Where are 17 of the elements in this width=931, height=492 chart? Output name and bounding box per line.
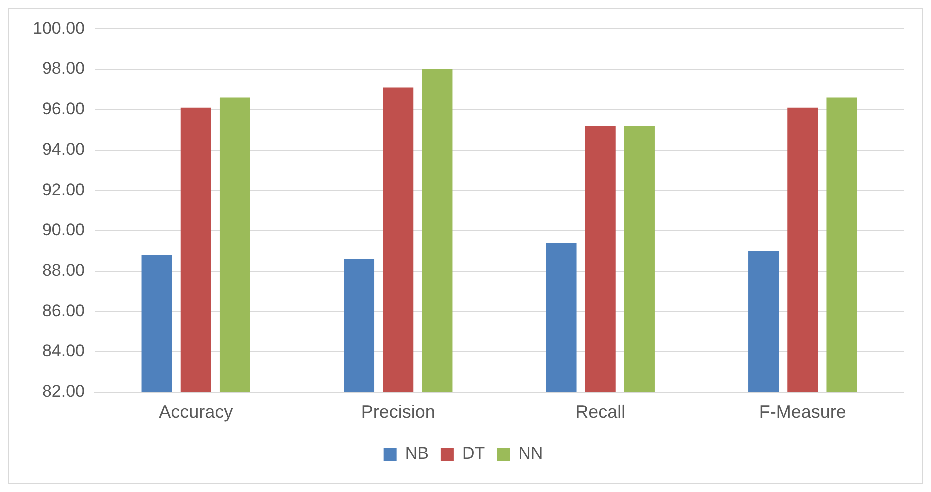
x-tick-label: Accuracy [159, 402, 234, 422]
y-tick-label: 82.00 [42, 382, 85, 402]
x-tick-label: Precision [361, 402, 436, 422]
y-tick-label: 84.00 [42, 342, 85, 361]
y-tick-label: 96.00 [42, 100, 85, 119]
y-tick-label: 100.00 [32, 18, 85, 38]
legend-label: DT [462, 444, 486, 464]
y-tick-label: 90.00 [42, 220, 85, 240]
legend-label: NN [518, 444, 544, 464]
y-tick-label: 88.00 [42, 261, 85, 280]
legend-label: NB [405, 444, 429, 464]
x-tick-label: Recall [576, 402, 626, 422]
x-tick-label: F-Measure [759, 402, 846, 422]
y-tick-label: 98.00 [42, 59, 85, 78]
y-tick-label: 86.00 [42, 301, 85, 320]
y-tick-label: 94.00 [42, 140, 85, 159]
y-tick-label: 92.00 [42, 180, 85, 200]
